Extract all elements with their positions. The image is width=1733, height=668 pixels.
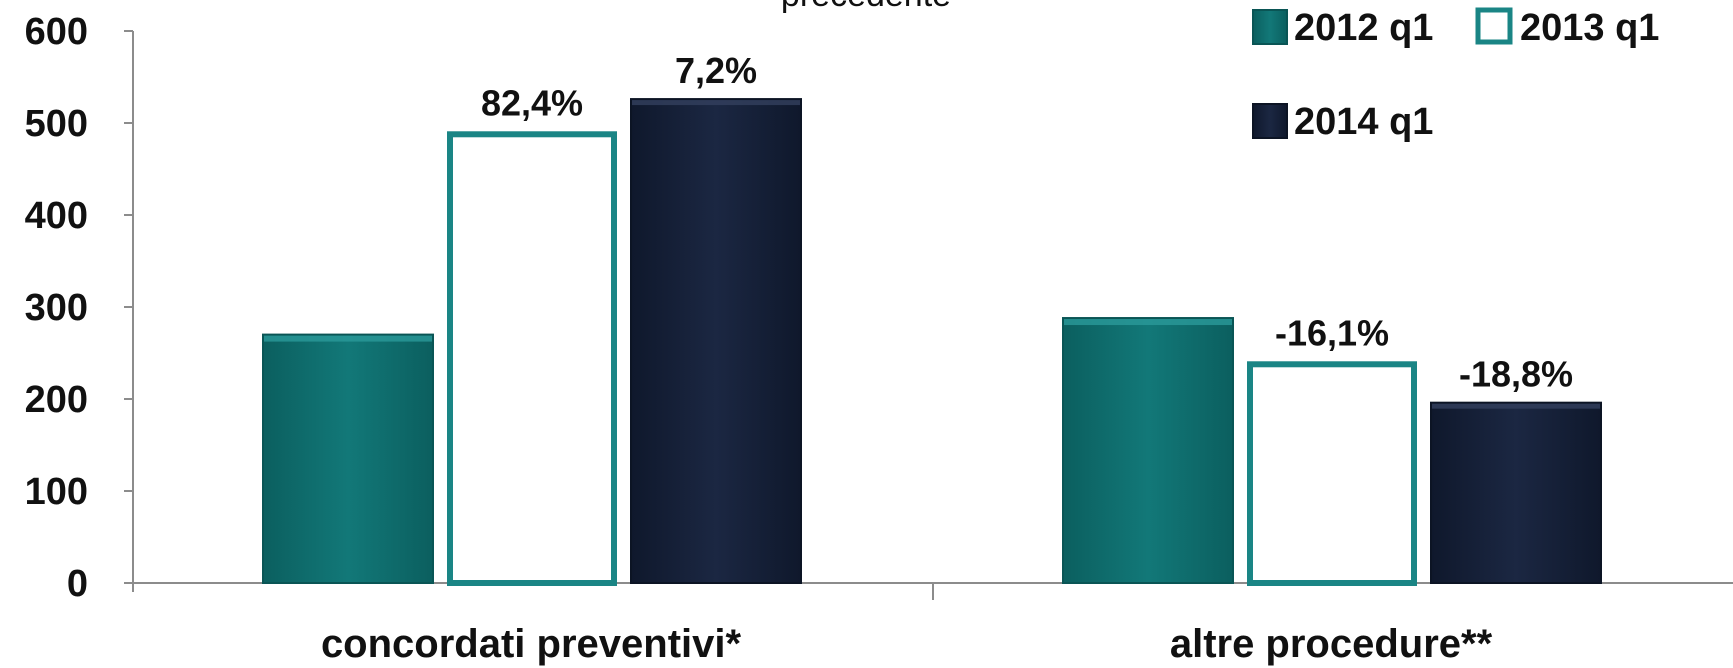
y-tick-label: 300	[25, 287, 88, 329]
legend-label-2014-q1: 2014 q1	[1294, 101, 1433, 143]
bar-2012-q1	[1062, 317, 1234, 584]
bar-highlight	[1064, 319, 1232, 326]
data-label: -16,1%	[1275, 312, 1389, 353]
y-tick-label: 400	[25, 195, 88, 237]
x-category-label: altre procedure**	[1170, 622, 1493, 666]
bar-2014-q1	[630, 98, 802, 585]
data-label: -18,8%	[1459, 354, 1573, 395]
x-category-label: concordati preventivi*	[321, 622, 742, 666]
bar-2013-q1	[1247, 361, 1417, 586]
bar-highlight	[632, 100, 800, 106]
bar-2012-q1	[262, 333, 434, 584]
data-label: 7,2%	[675, 50, 757, 91]
data-label: 82,4%	[481, 82, 583, 123]
x-axis: concordati preventivi* altre procedure**	[133, 582, 1733, 666]
y-tick-label: 600	[25, 11, 88, 53]
legend: 2012 q1 2013 q1 2014 q1	[1252, 7, 1659, 143]
legend-label-2012-q1: 2012 q1	[1294, 7, 1433, 49]
y-tick-label: 100	[25, 471, 88, 513]
legend-swatch-2014-q1	[1252, 103, 1288, 139]
bar-highlight	[1432, 403, 1600, 409]
y-axis: 0 100 200 300 400 500 600	[25, 11, 134, 605]
legend-label-2013-q1: 2013 q1	[1520, 7, 1659, 49]
y-tick-label: 500	[25, 103, 88, 145]
legend-swatch-2013-q1	[1475, 7, 1513, 45]
bars	[262, 98, 1602, 586]
chart-title-fragment: precedente	[781, 0, 951, 14]
legend-swatch-2012-q1	[1252, 9, 1288, 45]
y-tick-label: 200	[25, 379, 88, 421]
bar-2014-q1	[1430, 401, 1602, 584]
data-labels: 82,4% 7,2% -16,1% -18,8%	[481, 50, 1573, 395]
bar-2013-q1	[447, 131, 617, 586]
bar-highlight	[264, 335, 432, 342]
y-tick-label: 0	[67, 563, 88, 605]
